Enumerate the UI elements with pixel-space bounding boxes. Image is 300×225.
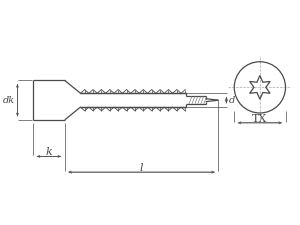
Text: k: k xyxy=(46,147,52,157)
Text: l: l xyxy=(140,163,143,173)
Text: dk: dk xyxy=(2,96,14,105)
Bar xyxy=(80,93,186,107)
Text: TX: TX xyxy=(252,114,268,124)
Text: d: d xyxy=(228,96,235,105)
